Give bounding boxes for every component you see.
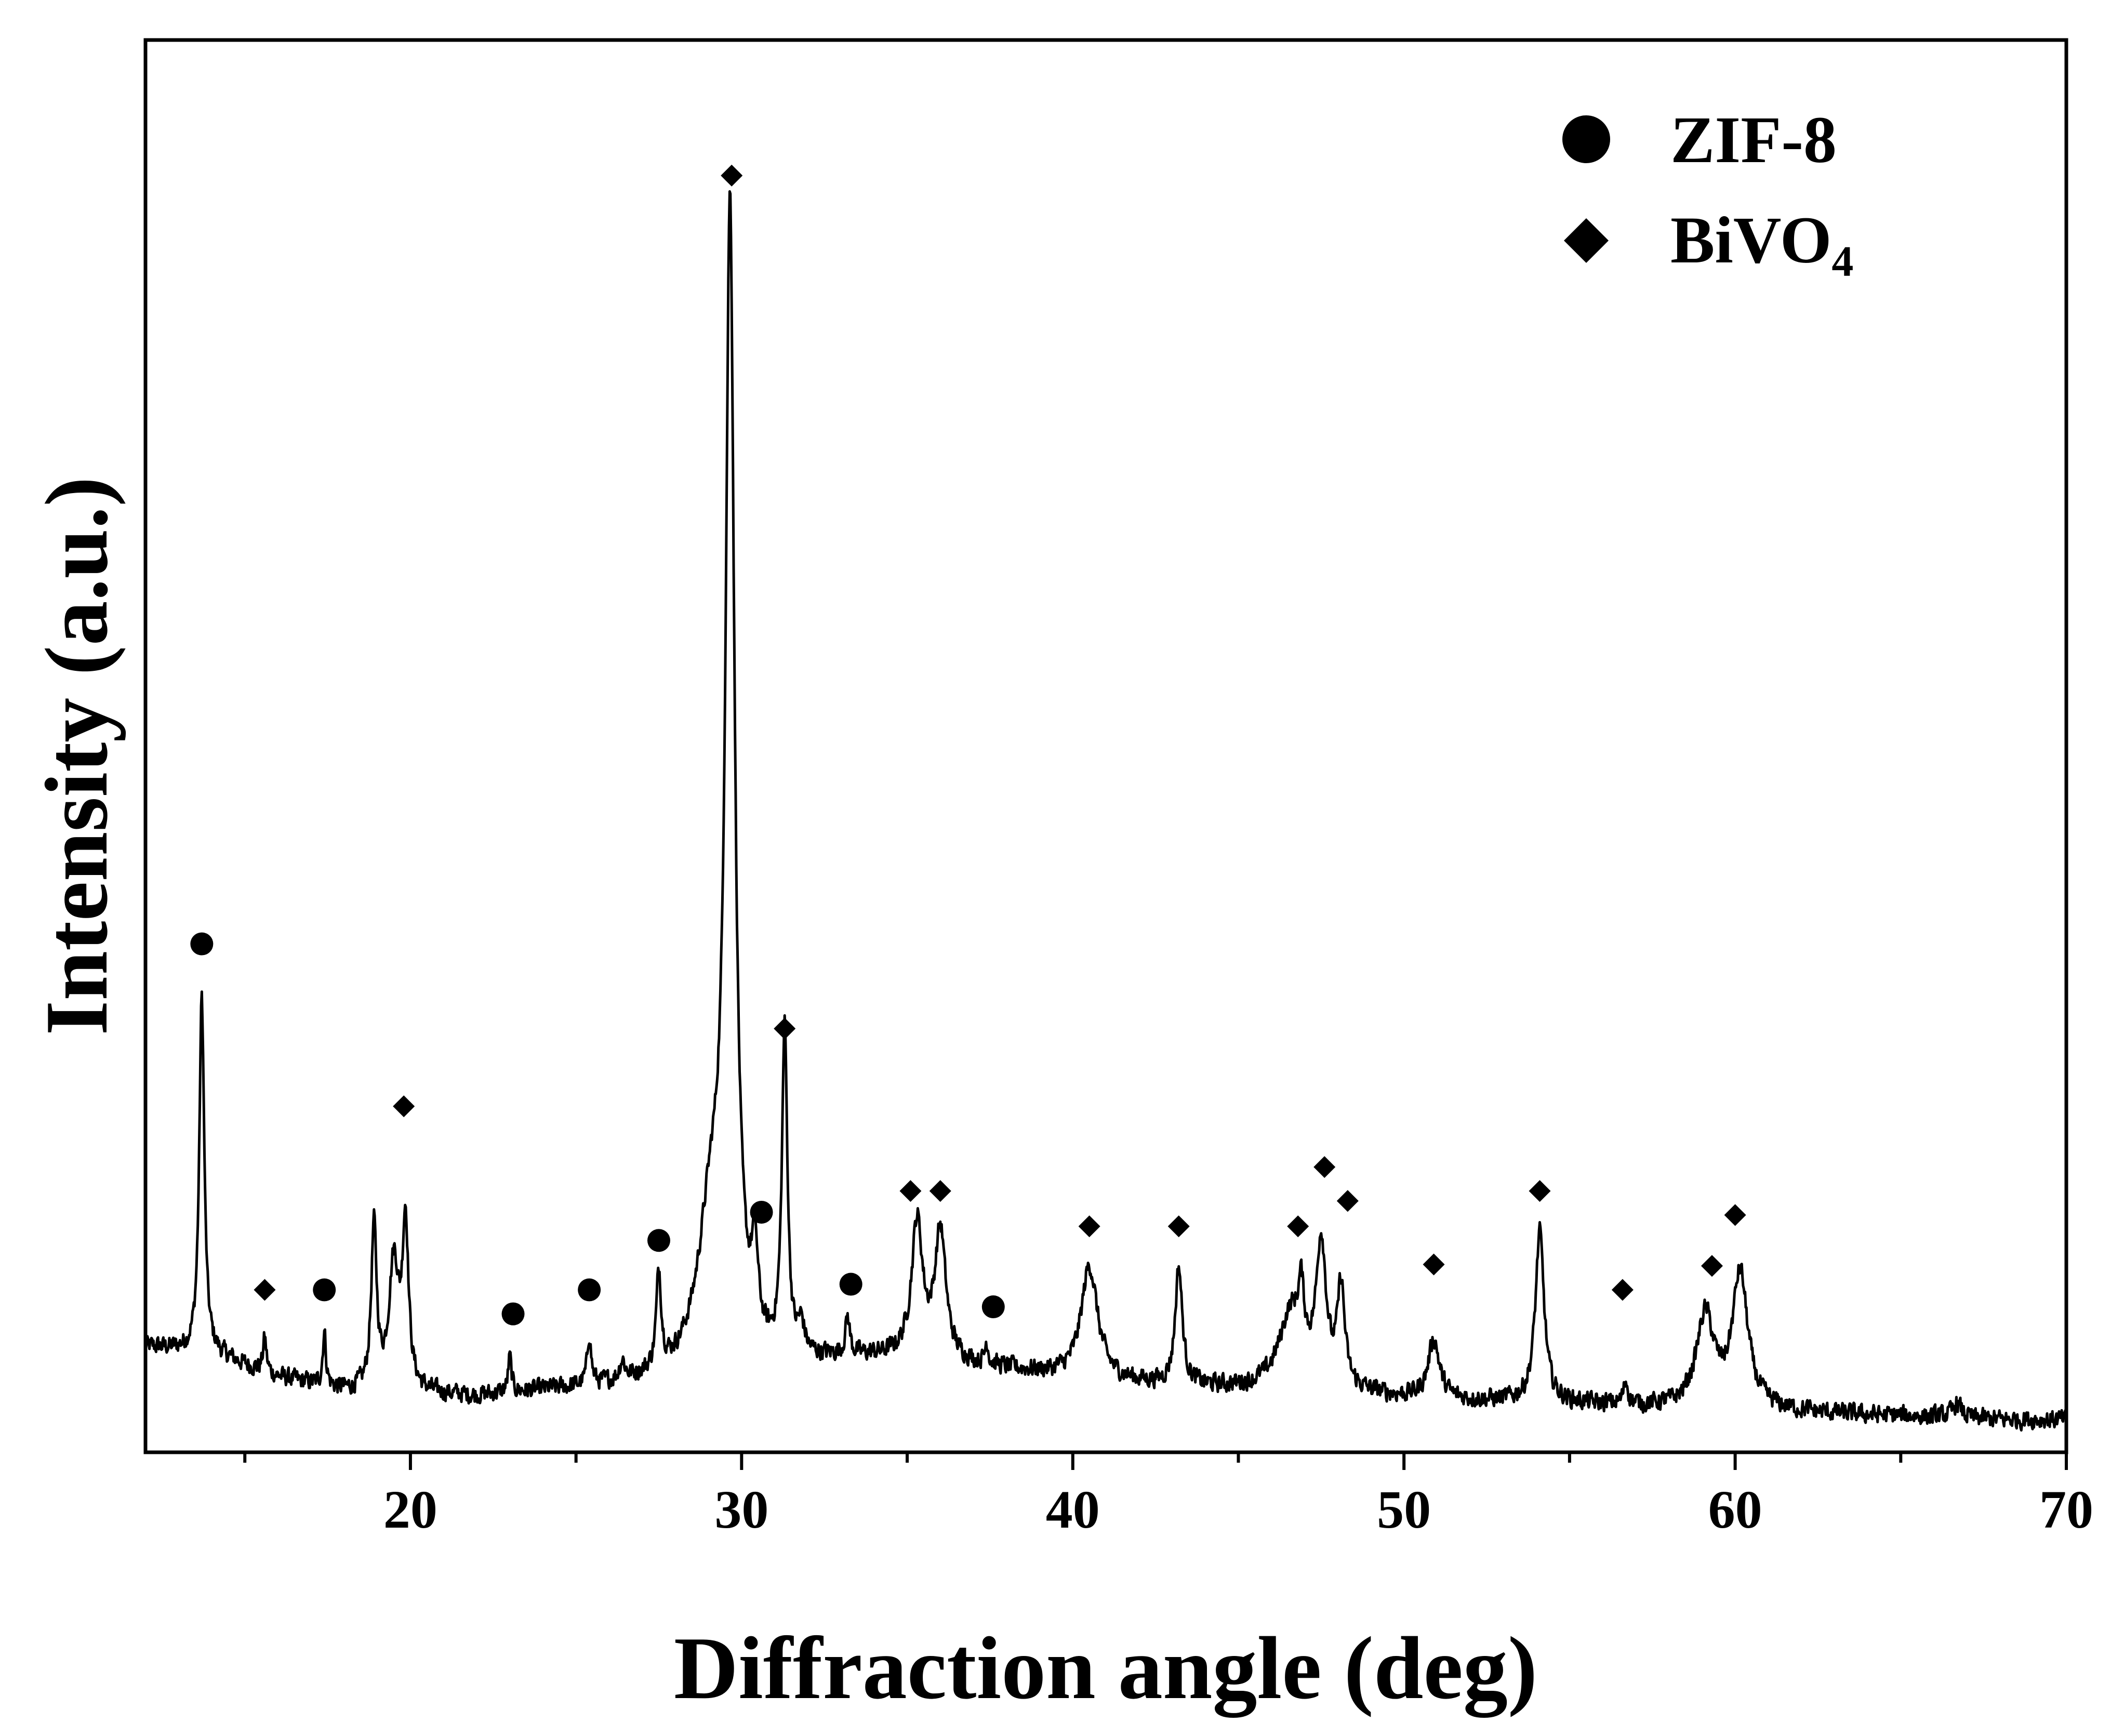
xrd-series-line [144, 190, 2068, 1432]
x-axis-tick-labels: 20 30 40 50 60 70 [383, 1480, 2093, 1540]
y-axis-title: Intensity (a.u.) [28, 476, 126, 1035]
x-axis-title: Diffraction angle (deg) [674, 1619, 1537, 1718]
bivo4-peak-marker [1313, 1156, 1336, 1178]
x-axis-ticks [243, 1452, 2068, 1470]
x-tick-label: 40 [1046, 1480, 1100, 1540]
peak-annotations [190, 164, 1746, 1326]
bivo4-peak-marker [254, 1279, 276, 1301]
bivo4-peak-marker [774, 1017, 796, 1040]
bivo4-peak-marker [1611, 1279, 1634, 1301]
x-tick-label: 20 [383, 1480, 437, 1540]
bivo4-peak-marker [929, 1180, 951, 1202]
legend-label-bivo4: BiVO4 [1670, 203, 1853, 286]
bivo4-peak-marker [1078, 1215, 1100, 1238]
x-tick-label: 30 [714, 1480, 768, 1540]
legend-diamond-marker [1564, 218, 1609, 263]
legend-label-bivo4-main: BiVO [1670, 203, 1831, 277]
zif8-peak-marker [839, 1273, 862, 1296]
zif8-peak-marker [750, 1200, 773, 1224]
zif8-peak-marker [647, 1229, 670, 1252]
zif8-peak-marker [501, 1302, 525, 1326]
bivo4-peak-marker [899, 1180, 922, 1202]
x-tick-label: 50 [1377, 1480, 1431, 1540]
zif8-peak-marker [190, 932, 214, 956]
bivo4-peak-marker [1287, 1215, 1309, 1238]
x-tick-label: 70 [2039, 1480, 2093, 1540]
zif8-peak-marker [313, 1278, 336, 1302]
zif8-peak-marker [578, 1278, 601, 1302]
legend: ZIF-8 BiVO4 [1562, 103, 1853, 286]
bivo4-peak-marker [1167, 1215, 1190, 1238]
bivo4-peak-marker [1701, 1255, 1723, 1277]
legend-label-zif8: ZIF-8 [1670, 103, 1837, 177]
bivo4-peak-marker [1423, 1253, 1445, 1276]
bivo4-peak-marker [393, 1095, 415, 1118]
legend-circle-marker [1562, 115, 1610, 163]
zif8-peak-marker [981, 1295, 1005, 1319]
plot-frame [143, 38, 2068, 1454]
bivo4-peak-marker [1336, 1190, 1359, 1212]
data-layer [144, 190, 2068, 1432]
bivo4-peak-marker [721, 164, 743, 187]
bivo4-peak-marker [1724, 1204, 1746, 1226]
bivo4-peak-marker [1529, 1180, 1551, 1202]
legend-label-bivo4-subscript: 4 [1831, 237, 1853, 286]
x-tick-label: 60 [1708, 1480, 1762, 1540]
